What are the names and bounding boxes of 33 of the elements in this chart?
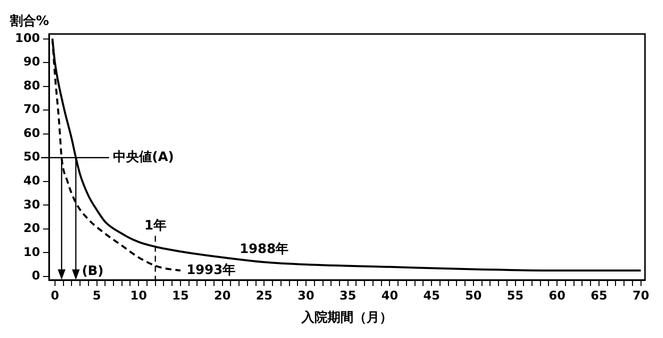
y-tick-label: 50 xyxy=(23,150,40,164)
x-tick-label: 5 xyxy=(92,288,101,302)
x-axis-title: 入院期間（月） xyxy=(300,310,393,326)
x-tick-label: 35 xyxy=(340,288,356,302)
x-tick-label: 15 xyxy=(172,288,189,302)
x-tick-label: 10 xyxy=(130,288,147,302)
y-tick-label: 60 xyxy=(23,126,40,140)
y-tick-label: 30 xyxy=(23,197,40,212)
x-tick-label: 0 xyxy=(50,288,60,302)
x-tick-label: 70 xyxy=(632,288,650,302)
x-tick-label: 55 xyxy=(506,288,524,302)
x-tick-label: 60 xyxy=(548,288,566,302)
ref-line-label: 1年 xyxy=(144,218,166,234)
x-tick-label: 40 xyxy=(381,288,398,302)
y-tick-label: 0 xyxy=(32,268,40,283)
x-tick-label: 65 xyxy=(590,288,608,302)
x-tick-label: 50 xyxy=(465,288,482,302)
x-tick-label: 20 xyxy=(214,288,231,302)
x-tick-label: 30 xyxy=(298,288,314,302)
y-tick-label: 10 xyxy=(23,244,40,259)
y-tick-label: 20 xyxy=(23,221,40,236)
y-tick-label: 90 xyxy=(23,54,40,69)
ref-line-label: 中央値(A) xyxy=(113,150,174,165)
x-tick-label: 25 xyxy=(256,288,273,302)
ref-line-label: (B) xyxy=(82,264,104,279)
y-tick-label: 70 xyxy=(23,102,40,116)
series-label: 1993年 xyxy=(186,262,236,278)
series-label: 1988年 xyxy=(240,242,289,258)
y-axis-title: 割合% xyxy=(9,12,50,29)
y-tick-label: 100 xyxy=(14,30,40,45)
y-tick-label: 80 xyxy=(23,78,40,92)
x-tick-label: 45 xyxy=(423,288,440,302)
y-tick-label: 40 xyxy=(23,173,40,188)
